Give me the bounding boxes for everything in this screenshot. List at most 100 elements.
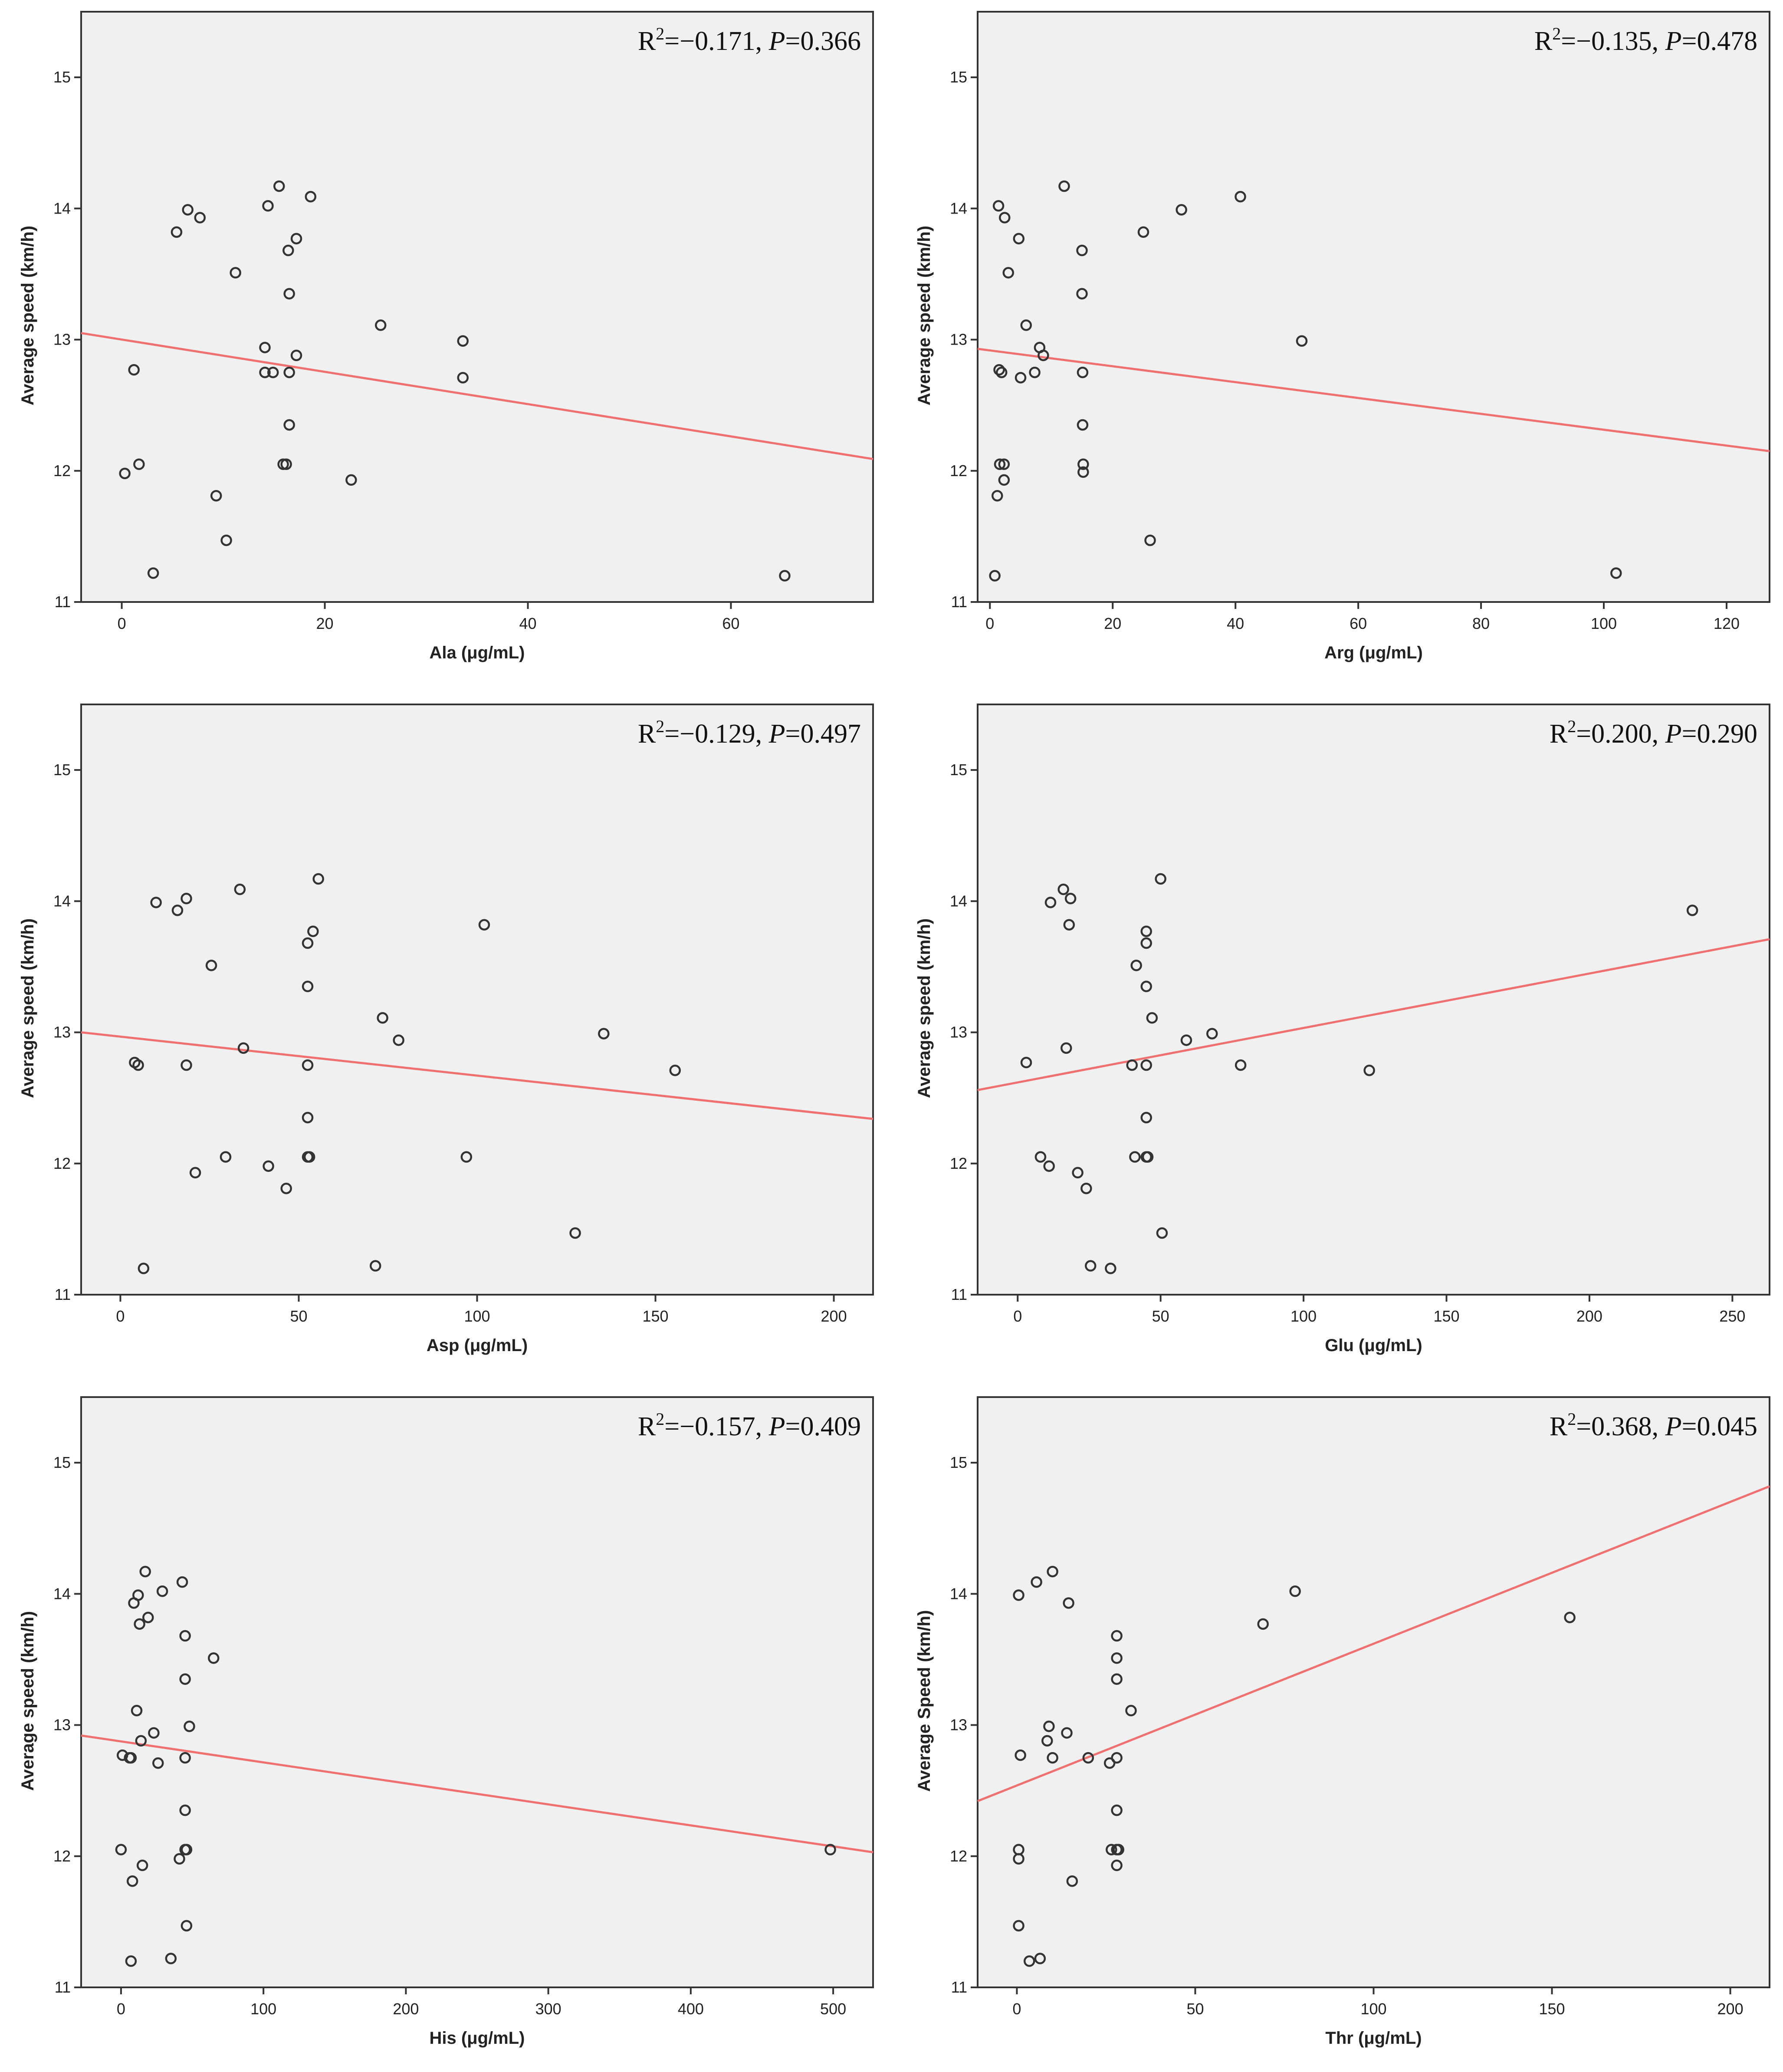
chart-4-x-tick-label: 150 bbox=[1433, 1307, 1459, 1325]
chart-4-data-point bbox=[1084, 1260, 1097, 1272]
chart-5-data-point bbox=[125, 1752, 137, 1764]
chart-1-data-point bbox=[273, 180, 285, 192]
chart-6-data-point bbox=[1111, 1652, 1123, 1664]
chart-3-y-tick-label: 12 bbox=[53, 1154, 71, 1172]
chart-6-p-label: P bbox=[1665, 1412, 1682, 1441]
chart-3-r2-superscript: 2 bbox=[656, 717, 664, 736]
chart-2-data-point bbox=[1029, 366, 1041, 378]
chart-6-data-point bbox=[1043, 1720, 1055, 1732]
chart-4-data-point bbox=[1020, 1056, 1032, 1069]
chart-1-data-point bbox=[290, 233, 302, 245]
chart-3-stats-annotation: R2=−0.129, P=0.497 bbox=[638, 717, 861, 749]
chart-5-y-tick-label: 15 bbox=[53, 1454, 71, 1471]
chart-5-data-point bbox=[132, 1589, 144, 1601]
chart-5-data-point bbox=[152, 1757, 164, 1769]
chart-5-p-value: =0.409 bbox=[785, 1412, 861, 1441]
chart-4-data-point bbox=[1156, 1227, 1168, 1239]
chart-4-data-point bbox=[1235, 1059, 1247, 1071]
chart-6-data-point bbox=[1257, 1618, 1269, 1630]
chart-6-data-point bbox=[1564, 1612, 1576, 1623]
chart-6-y-tick-label: 11 bbox=[951, 1978, 967, 1996]
chart-6-data-point bbox=[1063, 1597, 1074, 1609]
chart-6-data-point bbox=[1106, 1844, 1117, 1855]
chart-6-x-tick-label: 100 bbox=[1360, 2000, 1386, 2018]
chart-6-data-point bbox=[1113, 1844, 1124, 1855]
chart-3-data-point bbox=[171, 904, 184, 916]
chart-3-regression-line bbox=[81, 1031, 873, 1120]
chart-4-data-point bbox=[1043, 1160, 1055, 1172]
chart-6-data-point bbox=[1111, 1804, 1123, 1816]
chart-4-data-point bbox=[1140, 980, 1152, 993]
chart-6-data-point bbox=[1015, 1749, 1026, 1761]
chart-1-x-axis-title: Ala (μg/mL) bbox=[429, 643, 525, 662]
chart-5-x-tick-label: 0 bbox=[117, 2000, 125, 2018]
chart-4-x-tick-label: 200 bbox=[1576, 1307, 1602, 1325]
chart-5-data-point bbox=[184, 1720, 195, 1732]
chart-4-data-point bbox=[1155, 873, 1166, 885]
chart-4-data-point bbox=[1064, 893, 1077, 904]
chart-2-data-point bbox=[1610, 567, 1622, 579]
chart-5-data-point bbox=[142, 1612, 154, 1623]
chart-2-data-point bbox=[1077, 466, 1089, 478]
chart-3-y-tick-label: 11 bbox=[55, 1286, 71, 1303]
chart-3-data-point bbox=[302, 980, 314, 993]
chart-3-data-point bbox=[312, 873, 324, 885]
chart-1-x-tick-label: 40 bbox=[519, 615, 536, 632]
chart-3-data-point bbox=[150, 897, 162, 908]
chart-2-panel: 11 12 13 14 15 0 20 40 60 80 100 120 Arg (μg/mL) Aver… bbox=[915, 11, 1770, 662]
chart-2-data-point bbox=[1144, 534, 1156, 546]
chart-6-data-point bbox=[1082, 1752, 1094, 1764]
chart-2-y-axis-title: Average speed (km/h) bbox=[915, 226, 934, 405]
chart-1-data-point bbox=[220, 534, 232, 546]
chart-2-data-point bbox=[1137, 226, 1149, 238]
chart-6-data-point bbox=[1047, 1752, 1058, 1764]
chart-1-y-axis-title: Average speed (km/h) bbox=[18, 226, 37, 405]
chart-1-data-point bbox=[305, 191, 317, 203]
chart-5-y-tick-label: 13 bbox=[53, 1716, 71, 1734]
chart-3-data-point bbox=[234, 883, 246, 895]
chart-2-p-value: =0.478 bbox=[1682, 26, 1757, 56]
chart-4-data-point bbox=[1140, 1112, 1152, 1124]
chart-3-plot-area bbox=[80, 704, 874, 1296]
chart-4-y-tick-label: 12 bbox=[950, 1154, 967, 1172]
chart-1-data-point bbox=[128, 364, 140, 376]
chart-1-data-point bbox=[290, 349, 302, 362]
chart-2-plot-area bbox=[977, 11, 1770, 603]
chart-3-data-point bbox=[189, 1167, 201, 1179]
chart-2-y-tick-label: 11 bbox=[951, 593, 967, 611]
chart-2-data-point bbox=[998, 474, 1010, 486]
chart-1-data-point bbox=[133, 458, 145, 470]
chart-3-y-tick-label: 13 bbox=[53, 1023, 71, 1041]
chart-3-data-point bbox=[393, 1034, 404, 1046]
chart-4-plot-area bbox=[977, 704, 1770, 1296]
chart-2-data-point bbox=[995, 366, 1008, 378]
chart-4-data-point bbox=[1072, 1167, 1084, 1179]
chart-1-x-tick-label: 60 bbox=[722, 615, 739, 632]
chart-6-x-tick-label: 200 bbox=[1717, 2000, 1744, 2018]
chart-4-p-value: =0.290 bbox=[1682, 719, 1757, 749]
chart-3-data-point bbox=[598, 1028, 610, 1039]
chart-4-data-point bbox=[1034, 1151, 1047, 1163]
chart-3-data-point bbox=[263, 1160, 274, 1172]
chart-1-data-point bbox=[262, 200, 274, 212]
chart-6-data-point bbox=[1066, 1875, 1078, 1887]
chart-5-data-point bbox=[126, 1875, 138, 1887]
chart-2-data-point bbox=[1015, 372, 1027, 384]
chart-2-data-point bbox=[1002, 267, 1014, 279]
chart-2-data-point bbox=[1020, 319, 1032, 331]
chart-5-data-point bbox=[176, 1576, 188, 1588]
chart-1-data-point bbox=[457, 372, 469, 384]
chart-6-r2-value: =0.368, bbox=[1576, 1412, 1665, 1441]
chart-6-data-point bbox=[1111, 1630, 1123, 1642]
chart-5-stats-annotation: R2=−0.157, P=0.409 bbox=[638, 1409, 861, 1441]
chart-5-panel: 11 12 13 14 15 0 100 200 300 400 500 His (μg/mL) Ave… bbox=[18, 1396, 874, 2048]
chart-5-data-point bbox=[115, 1844, 127, 1855]
chart-6-plot-area bbox=[977, 1396, 1770, 1988]
chart-3-data-point bbox=[138, 1263, 150, 1274]
chart-1-data-point bbox=[779, 570, 791, 582]
chart-1-data-point bbox=[210, 490, 222, 502]
chart-2-data-point bbox=[1013, 233, 1025, 245]
chart-1-stats-annotation: R2=−0.171, P=0.366 bbox=[638, 24, 861, 56]
chart-1-x-tick-label: 0 bbox=[118, 615, 126, 632]
